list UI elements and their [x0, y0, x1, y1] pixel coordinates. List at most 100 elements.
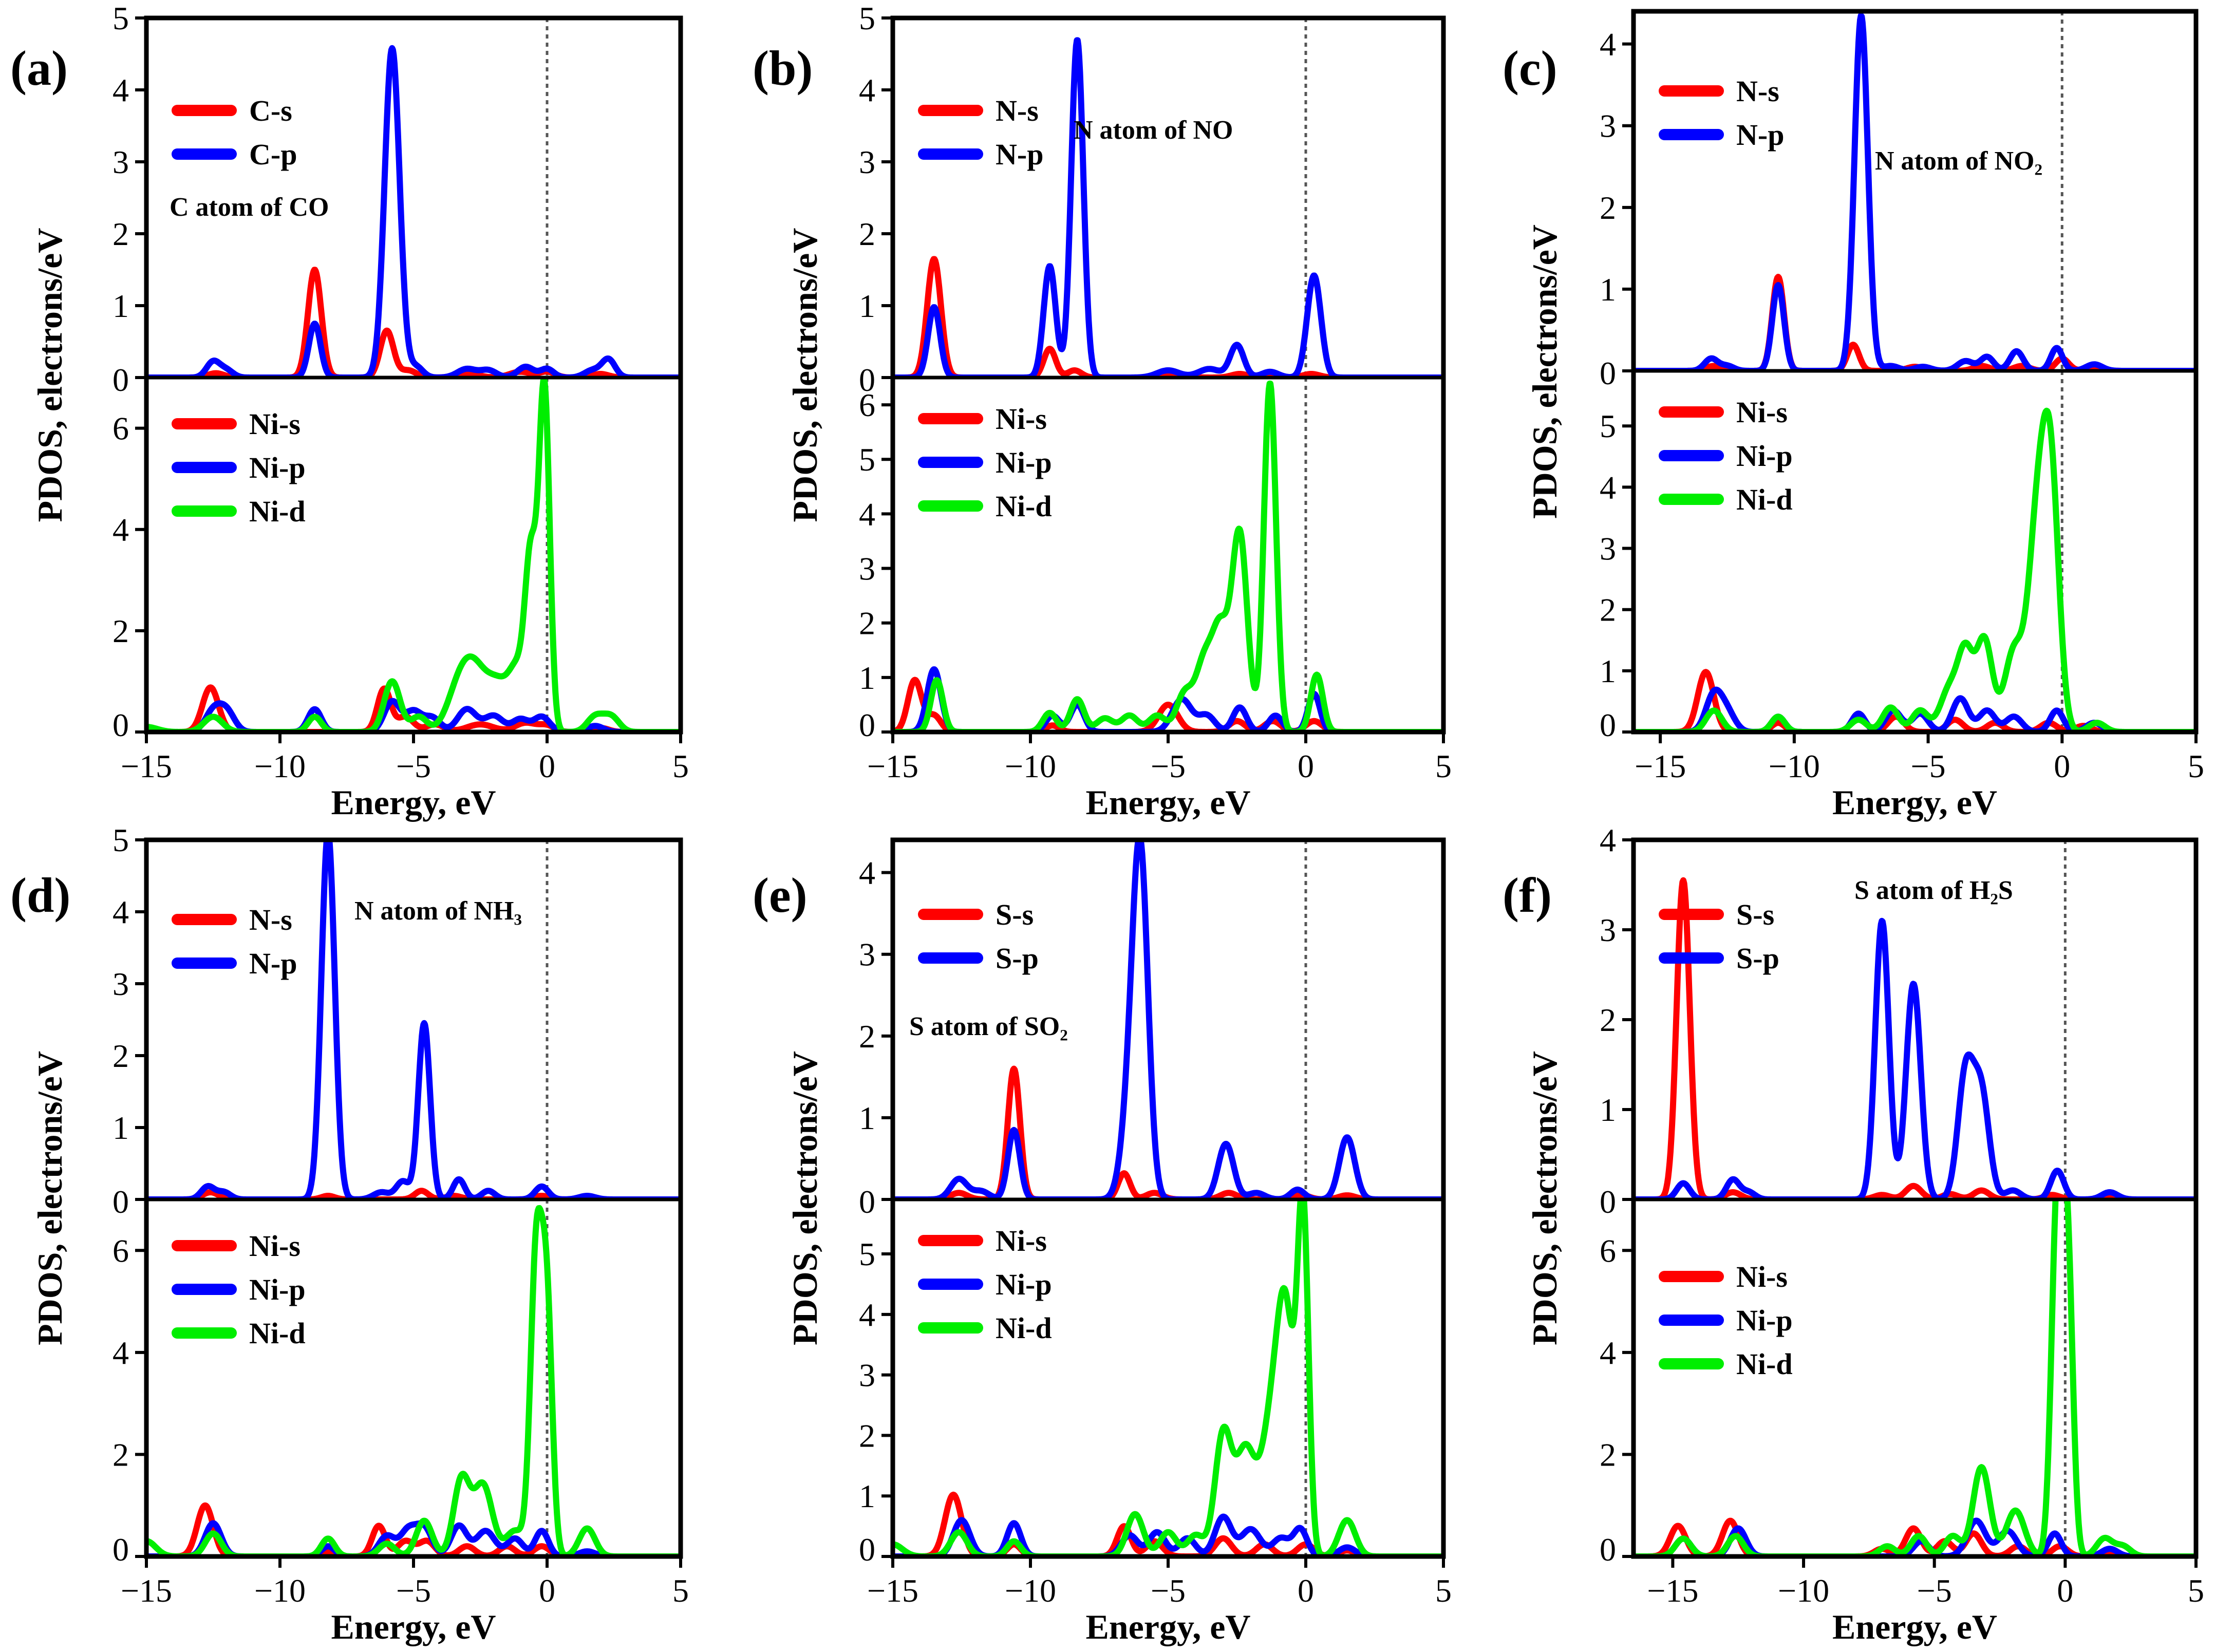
- panel-annotation: S atom of H₂S: [1854, 876, 2013, 905]
- y-tick-label: 1: [1600, 1092, 1616, 1128]
- y-tick-label: 4: [112, 512, 129, 548]
- y-tick-label: 4: [1600, 469, 1616, 505]
- y-tick-label: 0: [859, 707, 875, 743]
- x-tick-label: 5: [672, 748, 689, 784]
- x-tick-label: −5: [1911, 748, 1946, 784]
- x-tick-label: −15: [121, 748, 172, 784]
- series-ni-d-line: [146, 378, 681, 732]
- x-tick-label: −5: [396, 1572, 431, 1609]
- legend-label: N-s: [249, 903, 292, 936]
- series-n-s-line: [1634, 274, 2196, 371]
- legend-label: Ni-s: [996, 1224, 1047, 1257]
- series-n-p-line: [893, 37, 1443, 378]
- legend-label: N-s: [996, 94, 1039, 127]
- series-n-p-line: [146, 840, 681, 1199]
- y-tick-label: 2: [112, 1436, 129, 1473]
- y-tick-label: 3: [1600, 912, 1616, 948]
- y-tick-label: 6: [112, 410, 129, 447]
- x-tick-label: 0: [2057, 1572, 2073, 1609]
- y-tick-label: 2: [1600, 1002, 1616, 1038]
- panel-label: (f): [1503, 868, 1552, 923]
- y-tick-label: 4: [859, 72, 875, 108]
- series-n-s-line: [893, 256, 1443, 378]
- y-axis-label: PDOS, electrons/eV: [1525, 1051, 1564, 1345]
- y-tick-label: 4: [112, 72, 129, 108]
- y-tick-label: 2: [112, 216, 129, 252]
- legend-label: Ni-d: [1736, 483, 1793, 516]
- y-tick-label: 4: [1600, 1335, 1616, 1371]
- legend-label: Ni-d: [249, 495, 306, 528]
- y-tick-label: 6: [859, 387, 875, 423]
- x-tick-label: 5: [1435, 748, 1452, 784]
- x-tick-label: −5: [1151, 1572, 1186, 1609]
- y-tick-label: 2: [859, 605, 875, 642]
- y-tick-label: 3: [112, 966, 129, 1002]
- x-axis-label: Energy, eV: [1832, 783, 1997, 822]
- y-tick-label: 1: [859, 1478, 875, 1514]
- panel-label: (a): [10, 41, 68, 96]
- x-tick-label: −15: [1647, 1572, 1698, 1609]
- legend-label: S-p: [996, 942, 1039, 975]
- y-tick-label: 2: [112, 613, 129, 649]
- x-axis-label: Energy, eV: [331, 783, 496, 822]
- legend-label: Ni-p: [996, 1268, 1052, 1301]
- y-tick-label: 0: [112, 1184, 129, 1220]
- y-tick-label: 1: [1600, 271, 1616, 308]
- y-tick-label: 1: [1600, 653, 1616, 689]
- panel-e: 0 1 2 3 4 S-s S-p 0 1 2 3 4 5 Ni-s Ni-p Ni-d −15 −10 −5 0 5 E…: [753, 837, 1452, 1646]
- legend-label: Ni-d: [996, 490, 1052, 523]
- series-c-p-line: [146, 45, 681, 378]
- y-tick-label: 3: [112, 144, 129, 180]
- x-axis-label: Energy, eV: [331, 1607, 496, 1646]
- y-tick-label: 3: [859, 936, 875, 973]
- y-tick-label: 3: [1600, 531, 1616, 567]
- x-tick-label: 0: [539, 1572, 555, 1609]
- y-tick-label: 4: [859, 496, 875, 532]
- legend-label: Ni-p: [1736, 439, 1793, 473]
- series-ni-s-line: [1634, 669, 2196, 732]
- y-tick-label: 2: [1600, 190, 1616, 226]
- x-tick-label: 5: [2188, 748, 2204, 784]
- y-axis-label: PDOS, electrons/eV: [30, 228, 69, 522]
- y-tick-label: 3: [859, 551, 875, 587]
- x-tick-label: −10: [1005, 1572, 1056, 1609]
- legend-label: Ni-p: [1736, 1304, 1793, 1337]
- y-tick-label: 0: [112, 707, 129, 743]
- x-tick-label: −15: [121, 1572, 172, 1609]
- panel-b: 0 1 2 3 4 5 N-s N-p 0 1 2 3 4 5 6 Ni-s Ni-p Ni-d −15 −10 −5 0…: [753, 0, 1452, 822]
- x-tick-label: 0: [1298, 1572, 1314, 1609]
- y-tick-label: 5: [112, 0, 129, 36]
- legend-label: Ni-s: [1736, 1260, 1788, 1293]
- panel-annotation: N atom of NH₃: [354, 896, 522, 926]
- y-tick-label: 0: [1600, 1531, 1616, 1568]
- y-tick-label: 2: [859, 216, 875, 252]
- y-tick-label: 4: [859, 855, 875, 891]
- y-tick-label: 0: [859, 1184, 875, 1220]
- y-tick-label: 0: [859, 362, 875, 398]
- x-tick-label: −15: [1635, 748, 1686, 784]
- legend-label: N-p: [249, 947, 297, 980]
- x-tick-label: −5: [396, 748, 431, 784]
- x-tick-label: −15: [867, 1572, 918, 1609]
- series-ni-d-line: [1634, 1199, 2196, 1556]
- x-tick-label: −5: [1151, 748, 1186, 784]
- panel-c: 0 1 2 3 4 N-s N-p 0 1 2 3 4 5 Ni-s Ni-p Ni-d −15 −10 −5 0 5 E…: [1503, 9, 2204, 822]
- legend-label: Ni-d: [1736, 1347, 1793, 1381]
- legend-label: N-p: [996, 138, 1043, 171]
- panel-label: (d): [10, 868, 70, 923]
- legend-label: N-s: [1736, 74, 1779, 108]
- panel-label: (c): [1503, 41, 1557, 96]
- series-ni-s-line: [893, 677, 1443, 732]
- series-ni-d-line: [146, 1205, 681, 1556]
- legend-label: C-p: [249, 138, 297, 171]
- y-tick-label: 3: [859, 144, 875, 180]
- series-s-p-line: [1634, 917, 2196, 1199]
- legend-label: N-p: [1736, 118, 1784, 152]
- y-tick-label: 0: [112, 1531, 129, 1568]
- legend-label: Ni-p: [249, 451, 306, 484]
- legend-label: Ni-d: [249, 1317, 306, 1350]
- panel-d: 0 1 2 3 4 5 N-s N-p 0 2 4 6 Ni-s Ni-p Ni-d −15 −10 −5 0 5 En…: [10, 822, 689, 1646]
- y-axis-label: PDOS, electrons/eV: [785, 1051, 824, 1345]
- x-tick-label: −15: [867, 748, 918, 784]
- x-tick-label: −10: [1005, 748, 1056, 784]
